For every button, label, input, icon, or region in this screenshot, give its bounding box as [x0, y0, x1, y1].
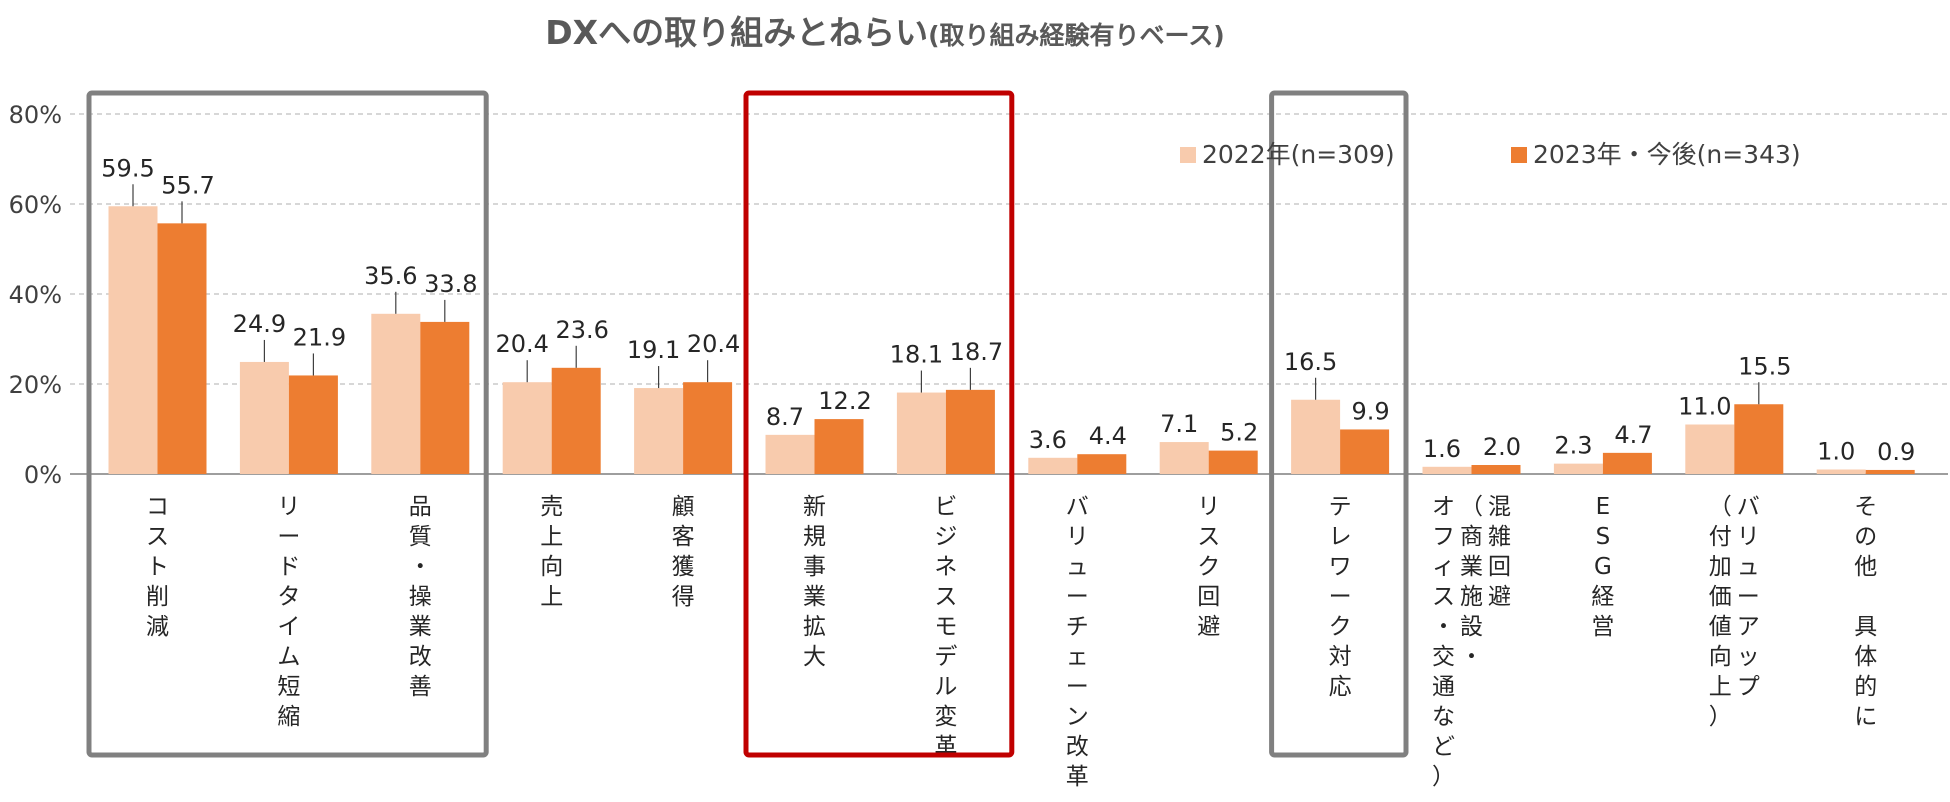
highlight-box: [743, 90, 1015, 758]
bar-2022: [1291, 399, 1341, 474]
category-label: バリューチェーン改革: [1066, 494, 1089, 790]
highlight-box: [1269, 90, 1409, 758]
data-label: 5.2: [1220, 419, 1258, 447]
category-label: その他 具体的に: [1854, 494, 1877, 730]
bar-2022: [896, 392, 946, 474]
bar-2022: [765, 434, 815, 474]
bar-2023: [288, 375, 338, 474]
legend-swatch-2023: [1511, 147, 1527, 163]
data-label: 1.0: [1817, 438, 1855, 466]
bar-2022: [1816, 469, 1866, 474]
data-label: 0.9: [1877, 438, 1915, 466]
data-label: 4.7: [1614, 421, 1652, 449]
category-label: リードタイム短縮: [277, 494, 300, 730]
bar-2022: [1422, 466, 1472, 474]
legend-label-2023: 2023年・今後(n=343): [1533, 140, 1801, 169]
data-label: 4.4: [1089, 422, 1127, 450]
data-label: 8.7: [766, 403, 804, 431]
bar-2023: [1077, 454, 1127, 474]
bar-2022: [1028, 457, 1078, 474]
data-label: 20.4: [495, 330, 548, 358]
data-label: 16.5: [1284, 348, 1337, 376]
category-label: 売上向上: [540, 494, 563, 610]
data-label: 7.1: [1160, 410, 1198, 438]
bar-2023: [1471, 465, 1521, 474]
bar-2023: [551, 367, 601, 474]
bar-2023: [1602, 452, 1652, 474]
chart-title: DXへの取り組みとねらい(取り組み経験有りベース): [545, 13, 1224, 52]
data-label: 12.2: [818, 387, 871, 415]
highlight-boxes: [86, 90, 1409, 758]
bar-2023: [1340, 429, 1390, 474]
data-label: 15.5: [1738, 352, 1791, 380]
data-label: 21.9: [293, 323, 346, 351]
data-label: 59.5: [101, 154, 154, 182]
data-label: 20.4: [687, 330, 740, 358]
category-label: オフィス・交通など）: [1432, 494, 1455, 790]
bar-2022: [371, 313, 421, 474]
bar-2023: [683, 382, 733, 474]
bar-2022: [1553, 463, 1603, 474]
data-label: 11.0: [1678, 393, 1731, 421]
y-tick-label: 40%: [9, 281, 62, 309]
bar-2023: [157, 223, 207, 474]
category-label: ビジネスモデル変革: [934, 494, 957, 760]
category-label: E S G 経営: [1591, 494, 1614, 640]
highlight-box: [86, 90, 489, 758]
data-label: 3.6: [1029, 426, 1067, 454]
chart-subtitle: (取り組み経験有りベース): [928, 21, 1225, 50]
data-label: 1.6: [1423, 435, 1461, 463]
y-tick-label: 80%: [9, 101, 62, 129]
category-label: （付加価値向上）: [1709, 494, 1732, 730]
bar-2022: [108, 206, 158, 474]
bar-2022: [1159, 442, 1209, 474]
bar-2023: [945, 389, 995, 474]
category-labels: コスト削減 リードタイム短縮 品質・操業改善 売上向上 顧客獲得 新規事業拡大 ビジネスモデ…: [146, 494, 1877, 790]
category-label: リスク回避: [1197, 494, 1220, 640]
bars: [108, 206, 1915, 474]
data-label: 9.9: [1352, 397, 1390, 425]
bar-2023: [1208, 450, 1258, 474]
data-label: 33.8: [424, 270, 477, 298]
category-label: 品質・操業改善: [409, 494, 432, 700]
data-label: 18.7: [950, 338, 1003, 366]
legend: 2022年(n=309) 2023年・今後(n=343): [1180, 140, 1801, 169]
bar-2022: [634, 388, 684, 474]
y-tick-label: 60%: [9, 191, 62, 219]
legend-swatch-2022: [1180, 147, 1196, 163]
data-label: 19.1: [627, 336, 680, 364]
data-label: 24.9: [233, 310, 286, 338]
y-tick-label: 0%: [24, 461, 62, 489]
data-label: 23.6: [555, 316, 608, 344]
data-label: 35.6: [364, 262, 417, 290]
bar-2023: [1865, 469, 1915, 474]
y-tick-label: 20%: [9, 371, 62, 399]
category-label: 新規事業拡大: [803, 494, 826, 670]
category-label: 顧客獲得: [672, 494, 695, 610]
chart-title-main: DXへの取り組みとねらい: [545, 13, 928, 52]
category-label: 混雑回避: [1488, 494, 1511, 610]
data-label: 18.1: [890, 341, 943, 369]
bar-2023: [814, 419, 864, 474]
gridlines: [70, 113, 1948, 385]
bar-2022: [502, 382, 552, 474]
data-labels: 59.555.724.9 21.935.6 33.820.423.619.1 20.4…: [101, 154, 1915, 466]
legend-label-2022: 2022年(n=309): [1202, 140, 1395, 169]
bar-2023: [420, 321, 470, 474]
bar-2022: [239, 361, 289, 474]
bar-2022: [1685, 424, 1735, 474]
category-label: テレワーク対応: [1329, 494, 1352, 700]
category-label: コスト削減: [146, 494, 169, 640]
data-label: 55.7: [161, 171, 214, 199]
category-label: （商業施設・: [1460, 494, 1483, 670]
data-label: 2.3: [1554, 432, 1592, 460]
bar-2023: [1734, 404, 1784, 474]
data-label: 2.0: [1483, 433, 1521, 461]
category-label: バリューアップ: [1737, 494, 1760, 700]
